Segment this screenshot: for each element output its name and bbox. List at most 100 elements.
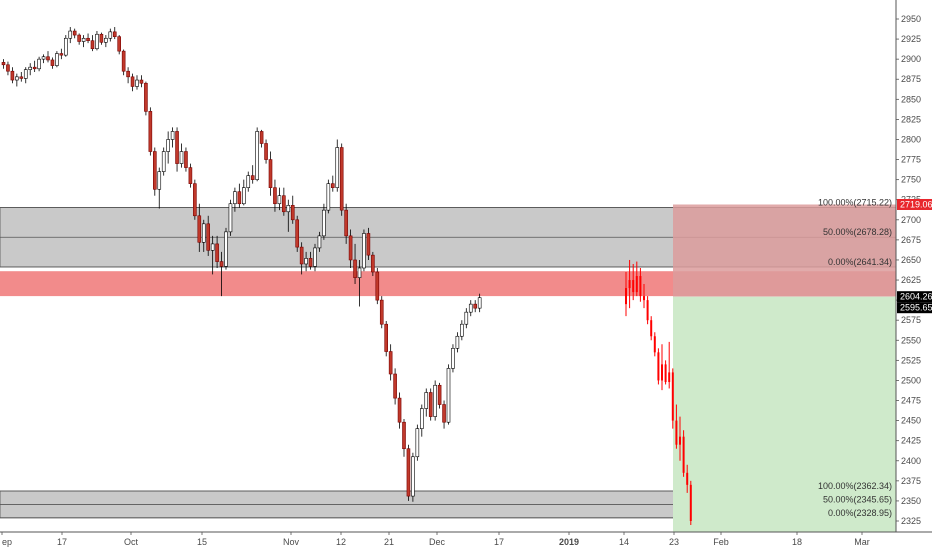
candle-up[interactable] [228,203,233,233]
candle-down[interactable] [250,175,255,180]
candle-up[interactable] [201,223,206,243]
candle-up[interactable] [433,384,437,417]
candle-up[interactable] [157,171,162,190]
candle-down[interactable] [268,159,273,188]
candle-down[interactable] [197,215,202,243]
candle-down[interactable] [273,187,277,205]
candle-up[interactable] [28,66,33,70]
candle-up[interactable] [37,58,41,70]
candle-up[interactable] [68,30,73,39]
candle-down[interactable] [206,223,210,251]
candle-up[interactable] [210,243,215,251]
candle-down[interactable] [193,183,197,217]
candle-down[interactable] [330,183,335,188]
candle-down[interactable] [264,143,268,160]
candle-down[interactable] [259,131,264,144]
candle-up[interactable] [322,209,326,237]
candle-down[interactable] [184,151,188,168]
candle-up[interactable] [277,195,282,205]
candle-up[interactable] [41,56,46,60]
candle-down[interactable] [188,167,193,184]
candle-up[interactable] [104,37,108,43]
candle-down[interactable] [344,209,348,237]
candle-up[interactable] [246,175,251,188]
candle-up[interactable] [23,69,28,79]
candle-down[interactable] [153,151,157,190]
candle-down[interactable] [290,205,295,221]
candle-down[interactable] [19,76,24,79]
candle-up[interactable] [304,258,308,265]
candle-up[interactable] [55,53,59,66]
candle-down[interactable] [219,261,224,267]
candle-down[interactable] [139,79,144,84]
candle-down[interactable] [77,34,81,42]
candle-down[interactable] [397,397,402,423]
candle-down[interactable] [50,59,55,66]
take-profit-area[interactable] [673,296,896,532]
candle-down[interactable] [117,36,121,52]
candle-down[interactable] [121,50,126,72]
candle-down[interactable] [406,448,411,497]
candle-down[interactable] [366,233,371,256]
candle-down[interactable] [112,31,117,37]
candle-up[interactable] [313,247,317,267]
candle-down[interactable] [126,70,130,78]
candle-down[interactable] [379,299,384,325]
candle-up[interactable] [166,139,170,152]
candle-up[interactable] [135,79,139,87]
candle-down[interactable] [384,323,389,352]
candle-down[interactable] [59,53,64,56]
candle-up[interactable] [477,297,482,309]
candle-up[interactable] [326,183,331,211]
candle-up[interactable] [415,428,420,458]
candle-down[interactable] [90,40,95,50]
candle-down[interactable] [130,76,135,87]
candle-down[interactable] [428,392,433,417]
candle-down[interactable] [6,64,10,72]
stop-loss-area[interactable] [673,204,896,297]
candle-up[interactable] [446,368,451,423]
candle-down[interactable] [86,37,90,41]
candle-up[interactable] [464,311,469,325]
candle-down[interactable] [46,56,50,61]
candle-down[interactable] [299,246,304,265]
candle-up[interactable] [242,187,246,205]
candle-up[interactable] [64,37,68,56]
candle-up[interactable] [108,31,113,39]
candle-up[interactable] [357,267,362,278]
candle-down[interactable] [1,62,6,66]
candle-down[interactable] [442,404,446,423]
candle-down[interactable] [473,303,478,309]
candle-up[interactable] [335,147,340,188]
candle-up[interactable] [451,348,455,369]
price-axis[interactable]: 2325 2350 2375 2400 2425 2450 2475 2500 2525 2550… [896,14,921,526]
candle-up[interactable] [170,131,175,140]
candle-up[interactable] [362,233,366,269]
candle-up[interactable] [224,231,228,267]
candle-down[interactable] [375,271,380,301]
candle-down[interactable] [388,351,393,375]
candle-up[interactable] [15,76,19,81]
candle-down[interactable] [308,258,313,267]
candle-down[interactable] [10,70,15,81]
candle-up[interactable] [411,456,415,497]
candle-down[interactable] [148,111,153,152]
candle-down[interactable] [353,259,357,278]
candle-down[interactable] [393,373,397,399]
candle-down[interactable] [348,235,353,261]
candle-down[interactable] [295,219,300,248]
candle-down[interactable] [339,147,344,211]
candle-up[interactable] [233,191,237,205]
candle-up[interactable] [455,335,460,349]
candle-down[interactable] [72,30,77,36]
candle-down[interactable] [144,82,148,112]
candle-up[interactable] [424,392,429,409]
time-axis[interactable]: ep 17 Oct 15 Nov 12 21 Dec 17 2019 14 23 Feb 18 Mar [1,532,870,547]
candle-down[interactable] [437,384,442,405]
candle-down[interactable] [175,131,179,164]
candle-down[interactable] [282,195,286,213]
candle-up[interactable] [468,303,473,313]
candle-up[interactable] [81,37,86,42]
candle-down[interactable] [371,254,375,273]
